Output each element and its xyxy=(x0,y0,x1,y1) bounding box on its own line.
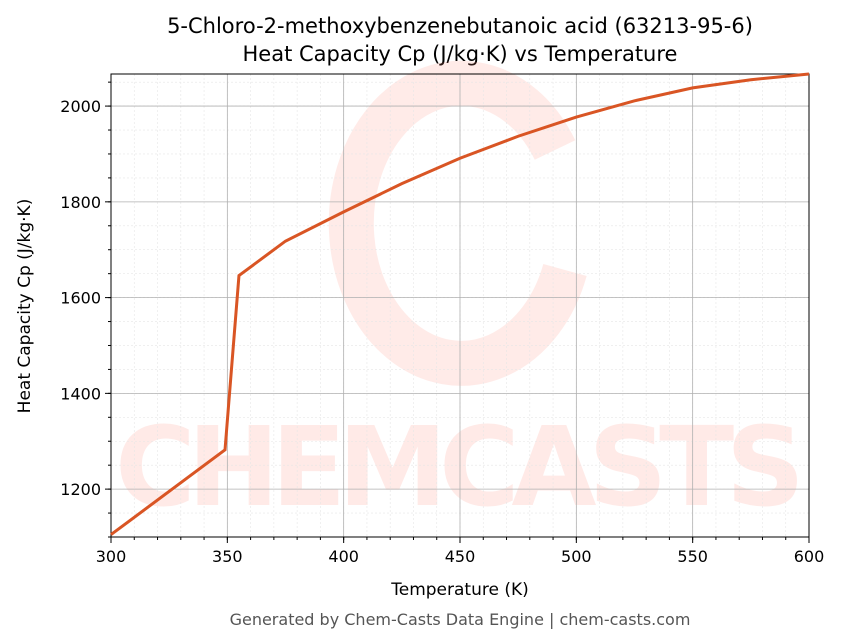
plot-frame xyxy=(110,73,810,538)
x-tick-label: 350 xyxy=(212,547,243,566)
data-line xyxy=(110,72,810,536)
watermark-logo xyxy=(328,60,587,386)
x-tick-label: 500 xyxy=(561,547,592,566)
x-tick-label: 400 xyxy=(328,547,359,566)
y-tick-label: 2000 xyxy=(60,97,101,116)
y-tick-label: 1200 xyxy=(60,480,101,499)
x-tick-label: 300 xyxy=(96,547,127,566)
chart-title: 5-Chloro-2-methoxybenzenebutanoic acid (… xyxy=(167,14,753,38)
footer: Generated by Chem-Casts Data Engine | ch… xyxy=(230,610,691,629)
x-axis-label: Temperature (K) xyxy=(390,580,529,600)
y-tick-label: 1800 xyxy=(60,193,101,212)
y-tick-label: 1400 xyxy=(60,384,101,403)
x-tick-label: 550 xyxy=(677,547,708,566)
x-tick-label: 600 xyxy=(794,547,825,566)
y-axis-label: Heat Capacity Cp (J/kg·K) xyxy=(15,199,35,414)
chart-subtitle: Heat Capacity Cp (J/kg·K) vs Temperature xyxy=(243,42,678,66)
y-tick-label: 1600 xyxy=(60,289,101,308)
x-tick-label: 450 xyxy=(445,547,476,566)
